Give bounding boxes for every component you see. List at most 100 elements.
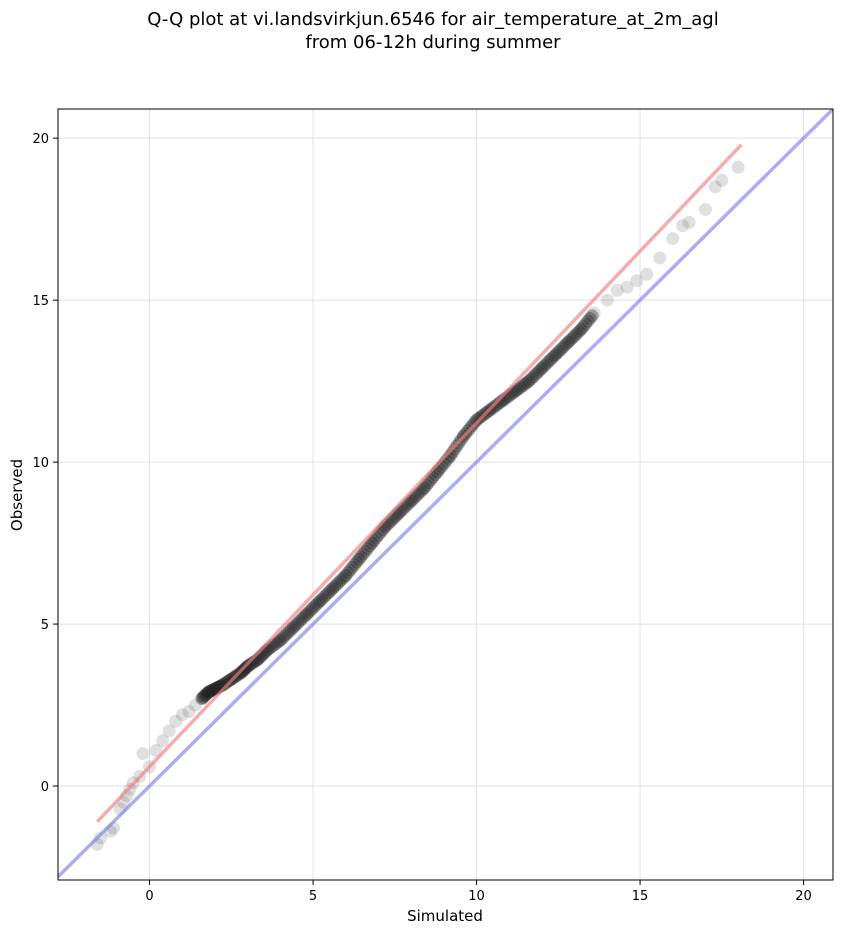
quantile-point	[276, 631, 290, 645]
quantile-point	[526, 370, 540, 384]
quantile-point	[419, 478, 433, 492]
quantile-point	[415, 483, 429, 497]
quantile-point	[330, 577, 344, 591]
quantile-point	[568, 329, 582, 343]
quantile-point	[334, 573, 348, 587]
quantile-point	[304, 603, 318, 617]
quantile-point	[409, 490, 423, 504]
quantile-point	[489, 398, 503, 412]
quantile-point	[544, 353, 558, 367]
quantile-point	[559, 337, 573, 351]
x-tick-label: 0	[145, 889, 153, 904]
quantile-point	[317, 590, 331, 604]
quantile-point	[698, 202, 712, 216]
plot-area	[58, 109, 833, 879]
quantile-point	[354, 550, 368, 564]
quantile-point	[630, 274, 644, 288]
quantile-point	[219, 675, 233, 689]
y-axis-label: Observed	[8, 459, 26, 531]
quantile-point	[300, 607, 314, 621]
quantile-point	[207, 682, 221, 696]
quantile-point	[570, 327, 584, 341]
quantile-point	[610, 283, 624, 297]
quantile-point	[271, 635, 285, 649]
quantile-point	[404, 494, 418, 508]
quantile-point	[169, 714, 183, 728]
quantile-point	[328, 579, 342, 593]
quantile-point	[337, 571, 351, 585]
quantile-point	[345, 560, 359, 574]
quantile-point	[182, 705, 196, 719]
quantile-point	[319, 588, 333, 602]
y-tick-label: 5	[41, 618, 49, 633]
chart-title-line-1: Q-Q plot at vi.landsvirkjun.6546 for air…	[147, 9, 718, 30]
quantile-point	[581, 314, 595, 328]
quantile-point	[448, 442, 462, 456]
quantile-point	[350, 555, 364, 569]
quantile-point	[343, 563, 357, 577]
quantile-point	[682, 215, 696, 229]
identity-line	[58, 109, 833, 879]
quantile-point	[533, 363, 547, 377]
quantile-point	[284, 622, 298, 636]
quantile-point	[715, 173, 729, 187]
quantile-point	[363, 539, 377, 553]
quantile-point	[175, 708, 189, 722]
quantile-point	[306, 601, 320, 615]
quantile-point	[339, 568, 353, 582]
quantile-point	[576, 320, 590, 334]
quantile-point	[310, 597, 324, 611]
quantile-point	[552, 344, 566, 358]
quantile-point	[286, 620, 300, 634]
quantile-point	[282, 625, 296, 639]
quantile-point	[324, 584, 338, 598]
grid-lines	[58, 109, 833, 880]
quantile-point	[550, 346, 564, 360]
quantile-point	[365, 536, 379, 550]
quantile-point	[196, 691, 210, 705]
y-axis: 0 5 10 15 20	[32, 132, 58, 795]
quantile-point	[200, 686, 214, 700]
x-tick-label: 5	[309, 889, 317, 904]
quantile-point	[731, 160, 745, 174]
quantile-point	[94, 831, 108, 845]
quantile-point	[289, 618, 303, 632]
quantile-point	[358, 544, 372, 558]
quantile-point	[563, 333, 577, 347]
x-tick-label: 10	[468, 889, 485, 904]
y-tick-label: 0	[41, 780, 49, 795]
quantile-point	[555, 342, 569, 356]
quantile-point	[574, 322, 588, 336]
quantile-point	[520, 376, 534, 390]
quantile-point	[206, 683, 220, 697]
quantile-point	[676, 219, 690, 233]
quantile-point	[708, 180, 722, 194]
plot-frame	[57, 108, 834, 881]
quantile-point	[561, 335, 575, 349]
quantile-point	[522, 374, 536, 388]
quantile-point	[197, 689, 211, 703]
quantile-point	[162, 724, 176, 738]
quantile-point	[640, 267, 654, 281]
quantile-point	[297, 610, 311, 624]
quantile-point	[369, 531, 383, 545]
quantile-point	[149, 743, 163, 757]
x-axis-label: Simulated	[407, 907, 483, 925]
quantile-point	[295, 612, 309, 626]
quantile-point	[352, 552, 366, 566]
quantile-point	[332, 575, 346, 589]
quantile-point	[221, 674, 235, 688]
quantile-point	[653, 251, 667, 265]
quantile-point	[341, 566, 355, 580]
quantile-point	[417, 481, 431, 495]
quantile-point	[600, 293, 614, 307]
quantile-point	[205, 683, 219, 697]
quantile-point	[203, 685, 217, 699]
quantile-point	[511, 382, 525, 396]
quantile-point	[242, 658, 256, 672]
quantile-point	[321, 586, 335, 600]
quantile-point	[302, 605, 316, 619]
quantile-point	[585, 309, 599, 323]
quantile-point	[528, 368, 542, 382]
